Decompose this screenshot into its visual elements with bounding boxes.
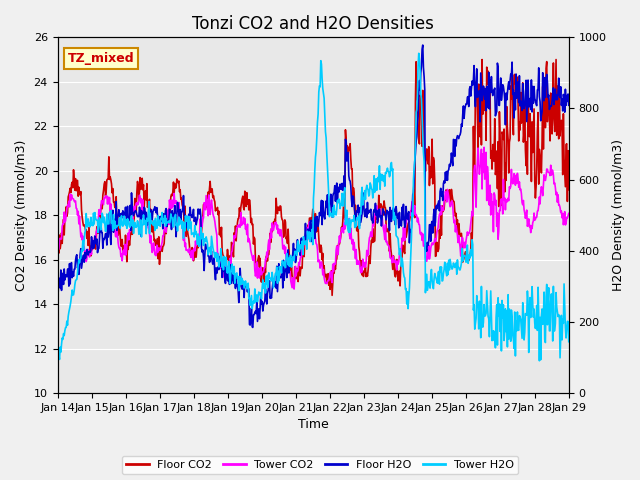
- Tower CO2: [252, 269, 260, 275]
- Tower H2O: [207, 233, 215, 239]
- Floor CO2: [252, 259, 260, 264]
- Tower CO2: [207, 197, 215, 203]
- Tower CO2: [565, 211, 573, 216]
- Line: Floor CO2: Floor CO2: [58, 60, 569, 295]
- Floor H2O: [565, 102, 573, 108]
- Floor CO2: [565, 187, 573, 192]
- Floor CO2: [233, 228, 241, 233]
- Floor CO2: [54, 253, 61, 259]
- Title: Tonzi CO2 and H2O Densities: Tonzi CO2 and H2O Densities: [192, 15, 434, 33]
- Floor CO2: [114, 213, 122, 219]
- Floor H2O: [395, 225, 403, 231]
- Floor CO2: [395, 269, 403, 275]
- Tower H2O: [114, 223, 122, 228]
- Floor CO2: [366, 261, 374, 266]
- Tower CO2: [291, 286, 298, 292]
- Tower CO2: [395, 259, 403, 264]
- Tower H2O: [54, 368, 61, 373]
- Tower CO2: [114, 232, 122, 238]
- Tower CO2: [233, 225, 241, 230]
- Floor H2O: [366, 209, 374, 215]
- Legend: Floor CO2, Tower CO2, Floor H2O, Tower H2O: Floor CO2, Tower CO2, Floor H2O, Tower H…: [122, 456, 518, 474]
- Floor CO2: [207, 187, 215, 192]
- Tower CO2: [54, 244, 61, 250]
- Floor H2O: [233, 283, 241, 289]
- Tower H2O: [252, 297, 260, 302]
- Y-axis label: H2O Density (mmol/m3): H2O Density (mmol/m3): [612, 139, 625, 291]
- Floor CO2: [478, 57, 486, 62]
- Floor H2O: [253, 298, 260, 303]
- Tower CO2: [366, 234, 374, 240]
- Floor CO2: [328, 292, 336, 298]
- Text: TZ_mixed: TZ_mixed: [68, 52, 134, 65]
- Y-axis label: CO2 Density (mmol/m3): CO2 Density (mmol/m3): [15, 140, 28, 291]
- Floor H2O: [114, 214, 122, 220]
- Tower H2O: [233, 270, 241, 276]
- Line: Tower H2O: Tower H2O: [58, 53, 569, 371]
- Line: Tower CO2: Tower CO2: [58, 147, 569, 289]
- Tower H2O: [565, 339, 573, 345]
- Line: Floor H2O: Floor H2O: [58, 45, 569, 327]
- Tower CO2: [480, 144, 488, 150]
- Floor H2O: [54, 275, 61, 280]
- Floor H2O: [249, 324, 257, 330]
- X-axis label: Time: Time: [298, 419, 328, 432]
- Tower H2O: [394, 236, 402, 242]
- Tower H2O: [415, 50, 422, 56]
- Floor H2O: [207, 248, 215, 254]
- Floor H2O: [419, 42, 427, 48]
- Tower H2O: [365, 192, 373, 198]
